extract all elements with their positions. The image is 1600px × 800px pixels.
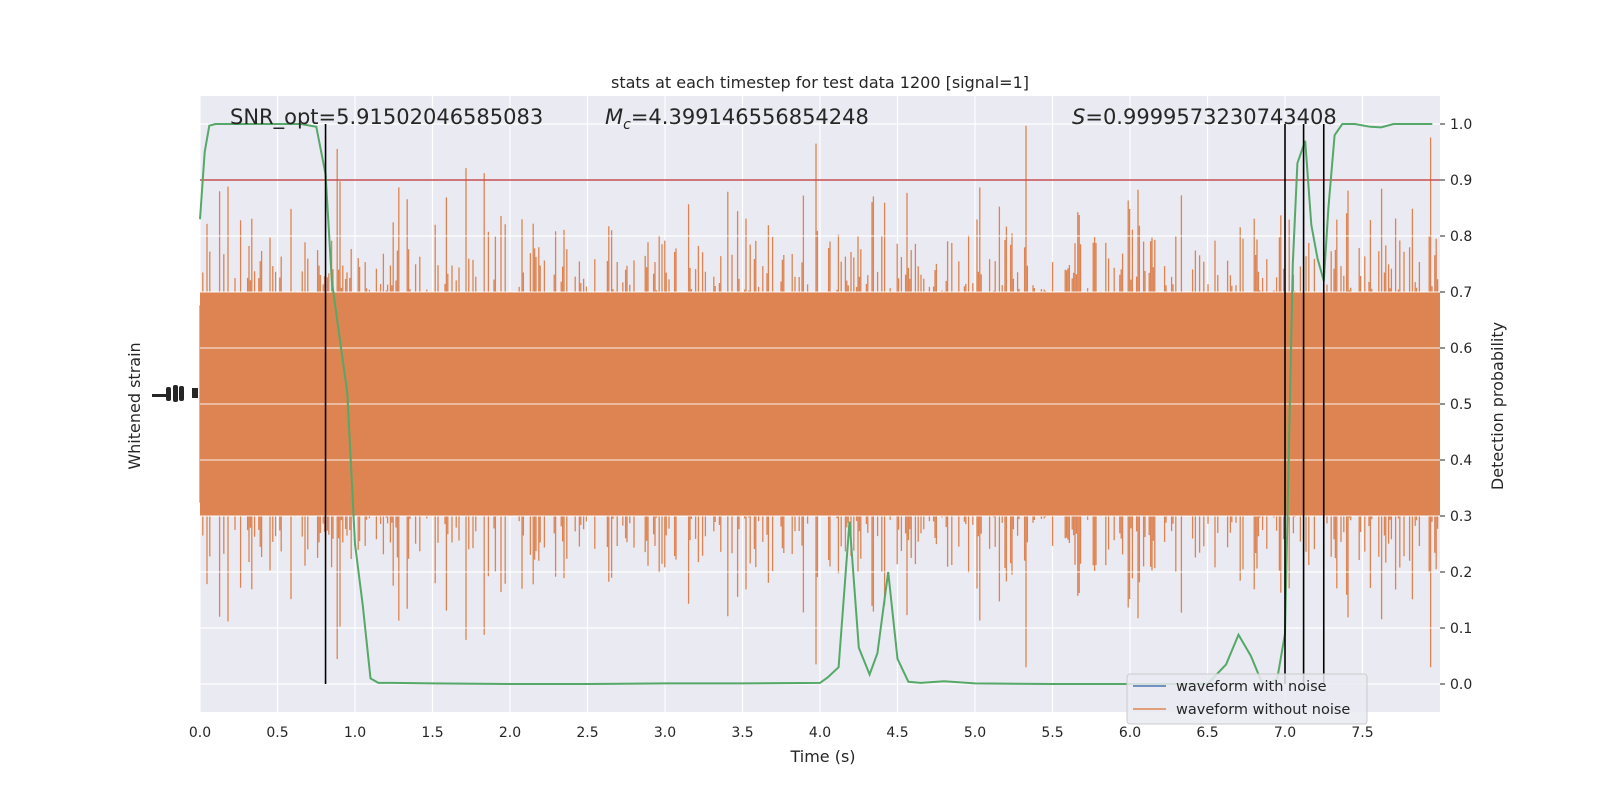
score-symbol: S bbox=[1072, 105, 1085, 129]
y-right-tick-label: 0.7 bbox=[1450, 285, 1472, 301]
x-tick-label: 2.0 bbox=[499, 725, 521, 741]
x-tick-label: 1.5 bbox=[421, 725, 443, 741]
x-axis-label: Time (s) bbox=[789, 747, 855, 766]
legend-label-waveform-without-noise: waveform without noise bbox=[1176, 702, 1350, 718]
probability-series bbox=[199, 123, 1440, 685]
x-tick-label: 4.5 bbox=[886, 725, 908, 741]
vertical-markers bbox=[324, 124, 1325, 684]
y-right-tick-label: 0.3 bbox=[1450, 509, 1472, 525]
chirp-mass-symbol: M bbox=[605, 105, 623, 129]
x-tick-label: 7.0 bbox=[1274, 725, 1296, 741]
y-right-tick-label: 0.0 bbox=[1450, 677, 1472, 693]
x-tick-label: 6.5 bbox=[1196, 725, 1218, 741]
x-tick-label: 5.0 bbox=[964, 725, 986, 741]
y-right-tick-label: 0.9 bbox=[1450, 173, 1472, 189]
y-right-tick-label: 0.5 bbox=[1450, 397, 1472, 413]
x-tick-label: 4.0 bbox=[809, 725, 831, 741]
x-tick-label: 5.5 bbox=[1041, 725, 1063, 741]
x-tick-label: 1.0 bbox=[344, 725, 366, 741]
score-value: =0.9999573230743408 bbox=[1085, 105, 1336, 129]
x-tick-label: 6.0 bbox=[1119, 725, 1141, 741]
left-y-axis-label: Whitened strain bbox=[125, 342, 144, 469]
chart-title: stats at each timestep for test data 120… bbox=[611, 73, 1029, 92]
x-tick-label: 0.0 bbox=[189, 725, 211, 741]
left-axis-tick-cluster bbox=[152, 385, 198, 402]
chirp-mass-subscript: c bbox=[623, 117, 631, 133]
detection-probability-line bbox=[199, 123, 1433, 685]
snr-annotation: SNR_opt=5.91502046585083 bbox=[230, 105, 543, 130]
y-right-tick-label: 0.2 bbox=[1450, 565, 1472, 581]
legend-label-waveform-with-noise: waveform with noise bbox=[1176, 679, 1327, 695]
x-tick-label: 3.0 bbox=[654, 725, 676, 741]
x-tick-label: 7.5 bbox=[1351, 725, 1373, 741]
right-y-axis-label: Detection probability bbox=[1488, 322, 1507, 490]
chirp-mass-value: =4.399146556854248 bbox=[631, 105, 869, 129]
y-right-tick-label: 1.0 bbox=[1450, 117, 1472, 133]
y-right-tick-label: 0.1 bbox=[1450, 621, 1472, 637]
y-right-tick-label: 0.8 bbox=[1450, 229, 1472, 245]
x-tick-label: 2.5 bbox=[576, 725, 598, 741]
legend: waveform with noise waveform without noi… bbox=[1126, 673, 1368, 725]
x-tick-label: 3.5 bbox=[731, 725, 753, 741]
y-right-tick-label: 0.4 bbox=[1450, 453, 1472, 469]
score-annotation: S=0.9999573230743408 bbox=[1072, 105, 1337, 129]
x-tick-label: 0.5 bbox=[266, 725, 288, 741]
tick-labels: 0.0 0.5 1.0 1.5 2.0 2.5 3.0 3.5 4.0 4.5 5.0 5.5 6.0 6… bbox=[189, 117, 1472, 741]
chirp-mass-annotation: Mc=4.399146556854248 bbox=[605, 105, 869, 133]
y-right-tick-label: 0.6 bbox=[1450, 341, 1472, 357]
